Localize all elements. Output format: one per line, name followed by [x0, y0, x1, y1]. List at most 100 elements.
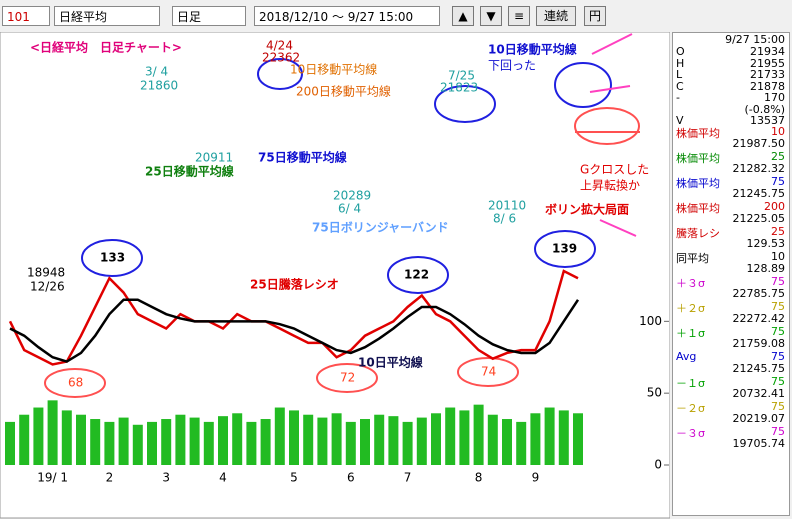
volume-bar	[374, 414, 385, 465]
volume-bar	[5, 421, 15, 465]
annotation: 10日移動平均線	[290, 62, 377, 77]
indicator-param: 10	[771, 250, 785, 263]
volume-bar	[445, 407, 456, 465]
name-box[interactable]: 日経平均	[54, 6, 160, 26]
indicator-value: 21225.05	[732, 212, 786, 225]
volume-bar	[260, 419, 271, 465]
yen-button[interactable]: 円	[584, 6, 606, 26]
annotation: 3/ 4	[145, 65, 168, 79]
volume-bar	[203, 421, 214, 465]
y-tick-label: 0	[654, 458, 662, 472]
volume-bar	[558, 410, 569, 465]
annotation: 21823	[440, 81, 478, 95]
indicator-name: 騰落レシ	[676, 227, 720, 240]
indicator-name: －１σ	[676, 377, 705, 390]
annotation: 200日移動平均線	[296, 84, 391, 99]
annotation: 21860	[140, 79, 178, 93]
line-series	[8, 269, 579, 366]
volume-bar	[246, 421, 257, 465]
range-box[interactable]: 2018/12/10 ～ 9/27 15:00	[254, 6, 440, 26]
annotation: 25日騰落レシオ	[250, 277, 339, 292]
y-tick-label: 50	[647, 386, 662, 400]
x-tick-label: 7	[404, 471, 412, 485]
volume-bar	[402, 421, 413, 465]
indicator-param: 200	[764, 200, 785, 213]
quote-value: 170	[764, 91, 785, 104]
indicator-param: 75	[771, 300, 785, 313]
indicator-param: 75	[771, 350, 785, 363]
side-panel: 9/27 15:00 O 21934 H 21955 L 21733 C 21878 - 170 (-…	[672, 32, 790, 516]
annotation: 139	[552, 242, 577, 256]
quote-time: 9/27 15:00	[725, 33, 785, 46]
indicator-param: 75	[771, 425, 785, 438]
x-tick-label: 19/ 1	[37, 471, 68, 485]
volume-bar	[459, 410, 470, 465]
volume-bar	[61, 410, 72, 465]
indicator-value: 21245.75	[732, 187, 786, 200]
indicator-name: Avg	[676, 350, 697, 363]
volume-bar	[317, 417, 328, 465]
volume-bar	[345, 421, 356, 465]
volume-bar	[416, 417, 427, 465]
volume-bar	[544, 407, 555, 465]
volume-bar	[47, 400, 58, 465]
indicator-name: －３σ	[676, 427, 705, 440]
volume-bar	[118, 417, 129, 465]
indicator-value: 20219.07	[732, 412, 786, 425]
volume-bar	[360, 419, 370, 465]
indicator-param: 25	[771, 150, 785, 163]
indicator-value: 21282.32	[732, 162, 786, 175]
volume-bar	[516, 421, 527, 465]
x-tick-label: 3	[162, 471, 170, 485]
quote-label: H	[676, 56, 685, 70]
volume-bar	[487, 414, 498, 465]
volume-bar	[90, 419, 101, 465]
down-button[interactable]: ▼	[480, 6, 502, 26]
annotation: 75日移動平均線	[258, 150, 347, 165]
annotation: 68	[68, 376, 83, 390]
volume-bar	[530, 413, 541, 465]
indicator-value: 21759.08	[732, 337, 786, 350]
indicator-param: 75	[771, 275, 785, 288]
x-tick-label: 5	[290, 471, 298, 485]
volume-bar	[473, 404, 484, 465]
volume-bar	[33, 407, 44, 465]
annotation: 20289	[333, 189, 371, 203]
indicator-value: 22272.42	[732, 312, 786, 325]
annotation: 72	[340, 371, 355, 385]
annotation: 7/25	[448, 69, 475, 83]
indicator-value: 128.89	[746, 262, 786, 275]
menu-button[interactable]: ≡	[508, 6, 530, 26]
annotation: <日経平均 日足チャート>	[30, 40, 182, 55]
annotation: 20110	[488, 199, 526, 213]
volume-bar	[274, 407, 285, 465]
annotation: 133	[100, 251, 125, 265]
indicator-value: 22785.75	[732, 287, 786, 300]
quote-label: C	[676, 79, 684, 93]
volume-bar	[331, 413, 342, 465]
continuous-button[interactable]: 連続	[536, 6, 576, 26]
quote-label: O	[676, 45, 685, 58]
annotation: 12/26	[30, 280, 65, 294]
quote-value: (-0.8%)	[744, 102, 786, 116]
x-tick-label: 4	[219, 471, 227, 485]
volume-bar	[76, 414, 86, 465]
volume-bar	[161, 419, 172, 465]
code-box[interactable]: 101	[2, 6, 50, 26]
period-select[interactable]: 日足	[172, 6, 246, 26]
x-tick-label: 2	[106, 471, 114, 485]
x-tick-label: 9	[532, 471, 540, 485]
quote-value: 13537	[750, 114, 785, 127]
indicator-name: 同平均	[676, 252, 709, 265]
indicator-name: 株価平均	[676, 127, 720, 140]
volume-bar	[289, 410, 299, 465]
annotation: 25日移動平均線	[145, 164, 234, 179]
annotation: 18948	[27, 266, 65, 280]
annotation: 20911	[195, 151, 233, 165]
volume-bar	[189, 417, 200, 465]
volume-bar	[19, 414, 30, 465]
up-button[interactable]: ▲	[452, 6, 474, 26]
indicator-value: 19705.74	[732, 437, 786, 450]
quote-label: L	[676, 68, 683, 81]
